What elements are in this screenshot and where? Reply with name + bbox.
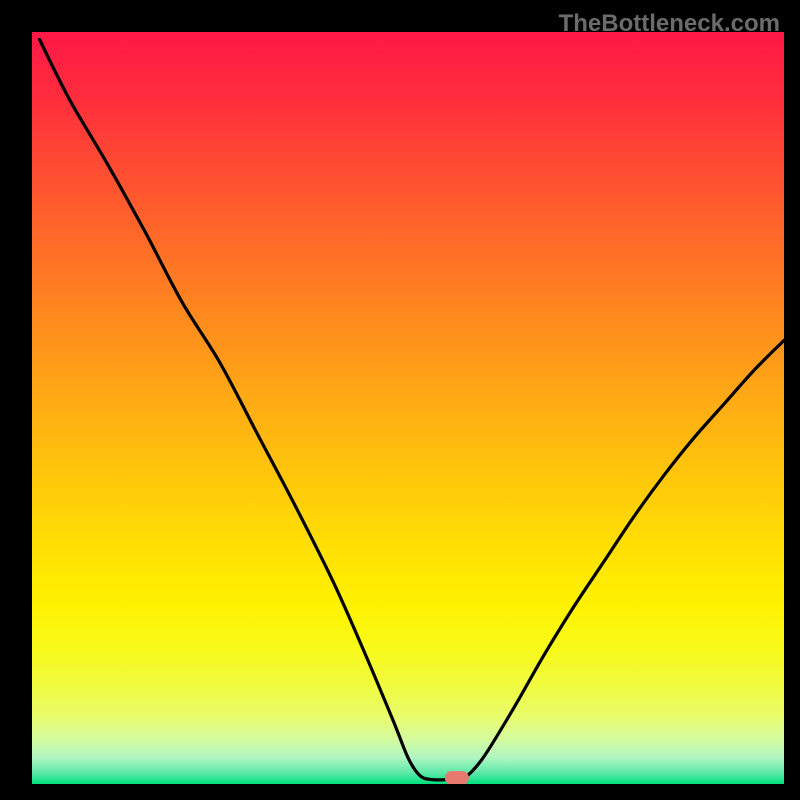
chart-container: TheBottleneck.com xyxy=(0,0,800,800)
optimum-marker xyxy=(445,771,469,784)
plot-svg xyxy=(32,32,784,784)
plot-area xyxy=(32,32,784,784)
plot-background xyxy=(32,32,784,784)
